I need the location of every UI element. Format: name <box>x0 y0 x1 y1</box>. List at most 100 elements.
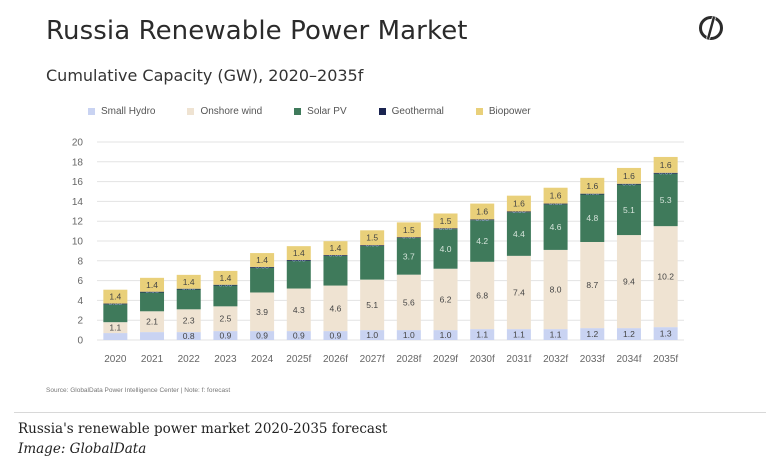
bar-segment <box>140 311 165 333</box>
data-label: 2.3 <box>183 316 195 326</box>
bar-segment <box>250 267 275 293</box>
legend-label: Small Hydro <box>101 106 156 117</box>
bar-segment <box>360 245 385 246</box>
y-tick-label: 4 <box>77 296 83 307</box>
bar-segment <box>396 237 421 239</box>
x-tick-label: 2034f <box>616 354 641 365</box>
bar-segment <box>176 288 201 290</box>
bar-segment <box>323 255 348 286</box>
data-label: 0.9 <box>330 331 342 341</box>
bar-segment <box>543 249 568 330</box>
bar-segment <box>103 304 128 323</box>
bar-segment <box>323 241 348 256</box>
bar-segment <box>470 329 495 340</box>
bar-segment <box>103 289 128 304</box>
legend-swatch <box>475 108 483 115</box>
bar-segment <box>433 229 458 269</box>
bar-segment <box>213 331 238 340</box>
x-tick-label: 2031f <box>506 354 531 365</box>
bar-segment <box>140 277 165 292</box>
bar-segment <box>616 167 641 184</box>
bar-segment <box>433 330 458 340</box>
x-tick-label: 2029f <box>433 354 458 365</box>
data-label: 1.1 <box>109 323 121 333</box>
legend-swatch <box>378 108 386 115</box>
data-label: 6.8 <box>476 290 488 300</box>
bar-segment <box>250 266 275 268</box>
x-tick-label: 2035f <box>653 354 678 365</box>
bar-segment <box>580 177 605 194</box>
bar-segment <box>506 255 531 330</box>
bar-segment <box>653 226 678 328</box>
legend-label: Solar PV <box>307 106 347 117</box>
bar-segment <box>140 291 165 293</box>
x-tick-label: 2024 <box>251 354 274 365</box>
y-tick-label: 2 <box>77 316 83 327</box>
y-tick-label: 16 <box>72 177 84 188</box>
bar-segment <box>103 333 128 340</box>
data-label: 1.1 <box>513 330 525 340</box>
data-label: 1.0 <box>366 330 378 340</box>
data-label: 0.08 <box>329 252 343 259</box>
data-label: 1.4 <box>183 277 195 287</box>
y-tick-label: 18 <box>72 157 84 168</box>
data-label: 1.4 <box>146 280 158 290</box>
data-label: 4.2 <box>476 236 488 246</box>
bar-segment <box>250 331 275 340</box>
x-tick-label: 2032f <box>543 354 568 365</box>
bar-segment <box>396 330 421 340</box>
bar-segment <box>653 327 678 340</box>
bar-segment <box>653 156 678 173</box>
data-label: 4.8 <box>586 213 598 223</box>
bar-segment <box>616 183 641 185</box>
x-tick-label: 2033f <box>580 354 605 365</box>
bar-segment <box>543 204 568 250</box>
chart-title: Russia Renewable Power Market <box>46 16 468 46</box>
legend-label: Biopower <box>488 106 531 117</box>
bar-segment <box>543 329 568 340</box>
data-label: 10.2 <box>657 272 674 282</box>
legend-item: Biopower <box>475 106 531 117</box>
bar-segment <box>506 329 531 340</box>
legend-label: Geothermal <box>391 106 444 117</box>
image-credit: Image: GlobalData <box>18 441 147 457</box>
data-label: 3.7 <box>403 251 415 261</box>
y-tick-label: 14 <box>72 197 84 208</box>
bar-segment <box>286 288 311 332</box>
x-tick-label: 2021 <box>141 354 164 365</box>
data-label: 5.1 <box>623 205 635 215</box>
x-tick-label: 2030f <box>470 354 495 365</box>
bar-segment <box>580 193 605 195</box>
data-label: 6.2 <box>440 294 452 304</box>
legend-item: Onshore wind <box>187 106 262 117</box>
data-label: 1.4 <box>109 292 121 302</box>
bar-segment <box>653 173 678 227</box>
bar-segment <box>286 331 311 340</box>
bar-segment <box>653 172 678 174</box>
bar-segment <box>103 322 128 334</box>
source-note: Source: GlobalData Power Intelligence Ce… <box>46 387 231 394</box>
data-label: 1.4 <box>330 243 342 253</box>
data-label: 1.4 <box>293 248 305 258</box>
data-label: 2.1 <box>146 317 158 327</box>
bar-segment <box>543 187 568 204</box>
stacked-bar-chart: 024681012141618201.10.081.420202.10.081.… <box>72 138 684 365</box>
bar-segment <box>250 292 275 332</box>
data-label: 8.0 <box>550 285 562 295</box>
data-label: 8.7 <box>586 280 598 290</box>
bar-segment <box>470 220 495 262</box>
bar-segment <box>433 213 458 229</box>
legend-item: Small Hydro <box>88 106 155 117</box>
legend-swatch <box>88 108 95 115</box>
bar-segment <box>616 328 641 340</box>
bar-segment <box>323 285 348 332</box>
bar-segment <box>470 219 495 221</box>
data-label: 1.6 <box>513 199 525 209</box>
data-label: 1.6 <box>476 206 488 216</box>
legend-swatch <box>294 108 302 115</box>
bar-segment <box>580 328 605 340</box>
data-label: 1.4 <box>256 255 268 265</box>
bar-segment <box>360 245 385 280</box>
bar-segment <box>616 184 641 236</box>
x-tick-label: 2023 <box>214 354 237 365</box>
